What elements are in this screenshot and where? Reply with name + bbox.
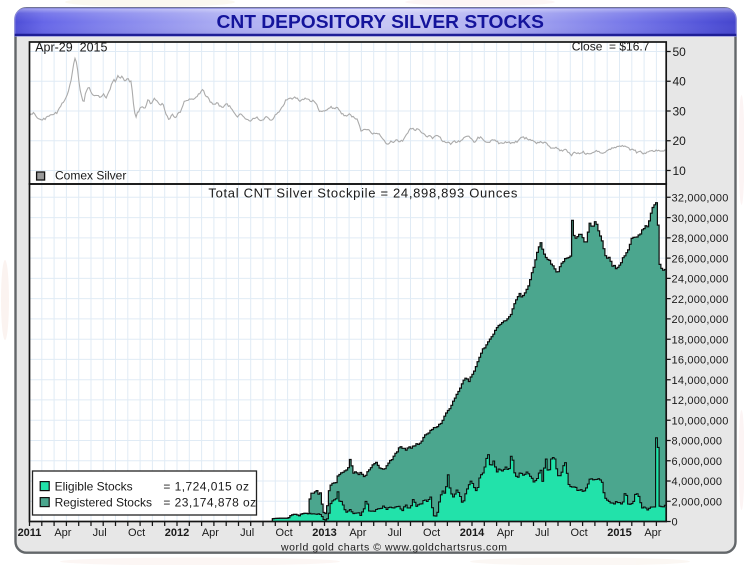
svg-text:2011: 2011 (18, 527, 42, 539)
svg-text:Total CNT Silver Stockpile = 2: Total CNT Silver Stockpile = 24,898,893 … (208, 186, 517, 201)
svg-text:Jul: Jul (535, 527, 549, 539)
svg-text:Apr: Apr (644, 527, 661, 539)
svg-text:Apr: Apr (497, 527, 514, 539)
svg-text:14,000,000: 14,000,000 (672, 375, 729, 387)
svg-text:Close = $16.7: Close = $16.7 (572, 40, 650, 54)
svg-text:30: 30 (673, 104, 687, 118)
svg-text:10: 10 (673, 164, 687, 178)
svg-text:Eligible Stocks: Eligible Stocks (55, 479, 133, 493)
svg-text:18,000,000: 18,000,000 (672, 334, 729, 346)
svg-text:Oct: Oct (423, 527, 440, 539)
svg-text:Registered Stocks: Registered Stocks (55, 495, 152, 509)
svg-text:4,000,000: 4,000,000 (672, 476, 723, 488)
svg-text:CNT DEPOSITORY SILVER STOCKS: CNT DEPOSITORY SILVER STOCKS (217, 12, 545, 32)
svg-text:26,000,000: 26,000,000 (672, 253, 729, 265)
svg-text:Oct: Oct (128, 527, 145, 539)
svg-text:6,000,000: 6,000,000 (672, 456, 723, 468)
svg-text:Apr: Apr (349, 527, 366, 539)
svg-text:Oct: Oct (571, 527, 588, 539)
svg-text:20,000,000: 20,000,000 (672, 314, 729, 326)
svg-text:2,000,000: 2,000,000 (672, 496, 723, 508)
svg-text:16,000,000: 16,000,000 (672, 355, 729, 367)
svg-text:= 23,174,878 oz: = 23,174,878 oz (163, 495, 256, 509)
svg-text:2015: 2015 (607, 527, 631, 539)
svg-text:8,000,000: 8,000,000 (672, 436, 723, 448)
svg-text:= 1,724,015 oz: = 1,724,015 oz (163, 479, 249, 493)
svg-text:28,000,000: 28,000,000 (672, 233, 729, 245)
svg-text:50: 50 (673, 45, 687, 59)
svg-text:Apr: Apr (202, 527, 219, 539)
svg-text:0: 0 (672, 517, 678, 529)
svg-text:2012: 2012 (165, 527, 189, 539)
svg-text:Apr: Apr (54, 527, 71, 539)
svg-text:24,000,000: 24,000,000 (672, 274, 729, 286)
svg-text:2013: 2013 (312, 527, 336, 539)
svg-text:world gold charts © www.goldch: world gold charts © www.goldchartsrus.co… (280, 542, 507, 554)
svg-text:30,000,000: 30,000,000 (672, 213, 729, 225)
svg-text:40: 40 (673, 75, 687, 89)
svg-text:20: 20 (673, 134, 687, 148)
svg-text:Oct: Oct (276, 527, 293, 539)
svg-text:22,000,000: 22,000,000 (672, 294, 729, 306)
svg-text:Comex Silver: Comex Silver (55, 169, 126, 183)
svg-text:Jul: Jul (240, 527, 254, 539)
svg-text:10,000,000: 10,000,000 (672, 415, 729, 427)
svg-text:Jul: Jul (388, 527, 402, 539)
svg-text:Jul: Jul (93, 527, 107, 539)
svg-text:12,000,000: 12,000,000 (672, 395, 729, 407)
svg-text:2014: 2014 (460, 527, 485, 539)
svg-text:32,000,000: 32,000,000 (672, 193, 729, 205)
svg-text:Apr-29 2015: Apr-29 2015 (35, 41, 107, 55)
